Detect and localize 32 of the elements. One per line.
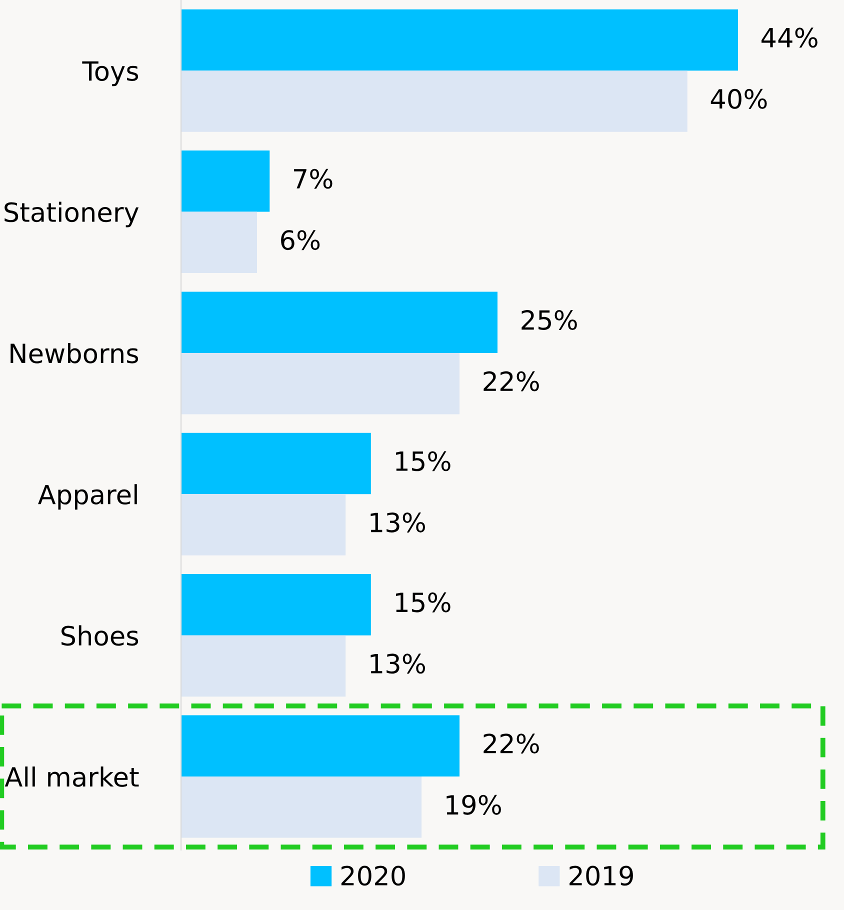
bar: [181, 715, 460, 777]
y-tick-label: Newborns: [10, 342, 138, 364]
data-label: 44%: [762, 28, 818, 48]
bar: [181, 150, 270, 212]
data-label: 13%: [370, 512, 426, 532]
bar: [181, 292, 498, 353]
bar: [181, 9, 738, 71]
bar: [181, 432, 371, 494]
data-label: 22%: [484, 734, 539, 754]
bar: [181, 352, 460, 414]
bar: [181, 70, 688, 132]
bar: [181, 574, 371, 636]
bar: [181, 494, 346, 556]
data-label: 15%: [396, 592, 450, 612]
bar: [181, 212, 257, 274]
data-label: 13%: [370, 654, 426, 674]
legend-label: 2019: [570, 866, 633, 886]
data-label: 7%: [294, 168, 332, 189]
y-tick-label: Apparel: [38, 484, 137, 510]
bar: [181, 776, 422, 838]
y-tick-label: Shoes: [62, 625, 138, 646]
y-tick-label: Toys: [82, 61, 138, 86]
data-label: 25%: [522, 310, 577, 330]
data-label: 19%: [446, 794, 501, 815]
legend-label: 2020: [341, 866, 405, 886]
y-tick-label: All market: [4, 766, 139, 787]
data-label: 15%: [396, 451, 450, 472]
y-tick-label: Stationery: [4, 202, 139, 228]
data-label: 22%: [484, 371, 539, 392]
bar: [181, 635, 346, 697]
data-label: 6%: [281, 230, 320, 250]
data-label: 40%: [710, 88, 767, 109]
